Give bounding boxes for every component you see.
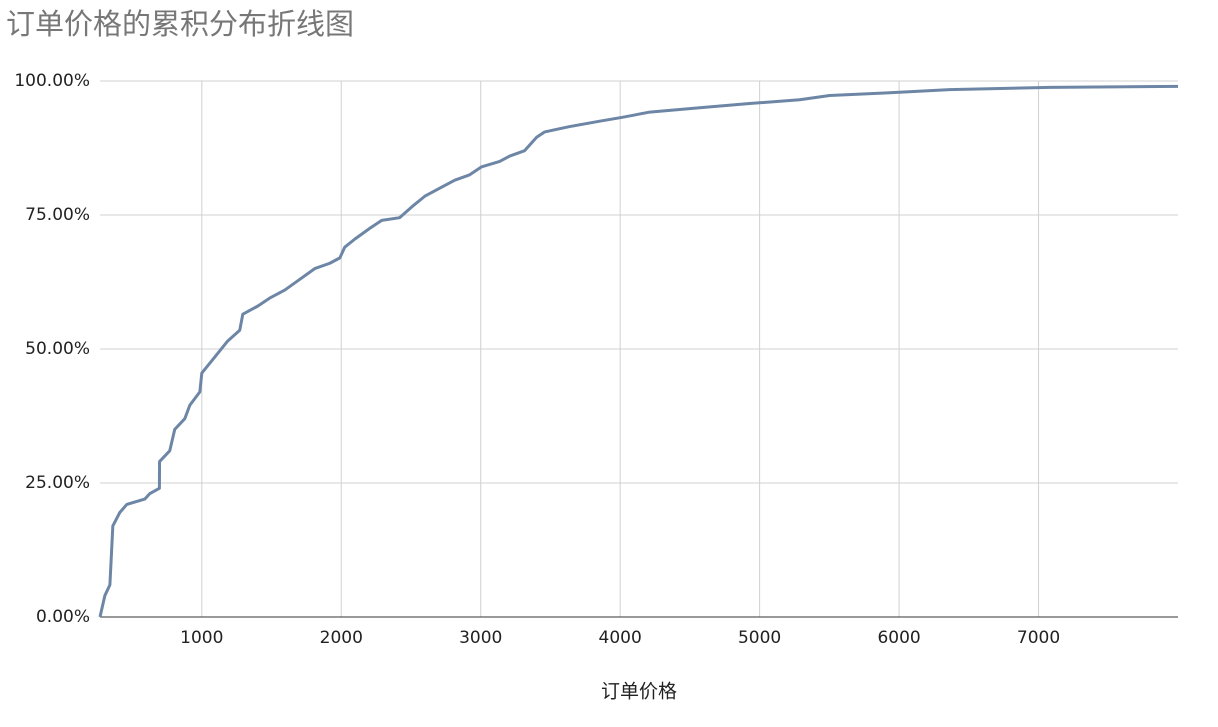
- x-axis-label: 订单价格: [601, 681, 677, 703]
- y-tick-label: 50.00%: [25, 339, 90, 359]
- y-tick-label: 75.00%: [25, 205, 90, 225]
- x-tick-label: 5000: [738, 628, 781, 648]
- x-tick-label: 3000: [459, 628, 502, 648]
- y-tick-label: 25.00%: [25, 473, 90, 493]
- data-line: [98, 84, 1179, 618]
- x-tick-label: 7000: [1017, 628, 1060, 648]
- chart-title: 订单价格的累积分布折线图: [6, 7, 354, 41]
- x-tick-label: 2000: [320, 628, 363, 648]
- y-tick-label: 0.00%: [36, 607, 90, 627]
- x-tick-label: 1000: [180, 628, 223, 648]
- x-tick-label: 4000: [599, 628, 642, 648]
- x-tick-label: 6000: [877, 628, 920, 648]
- y-tick-label: 100.00%: [14, 71, 90, 91]
